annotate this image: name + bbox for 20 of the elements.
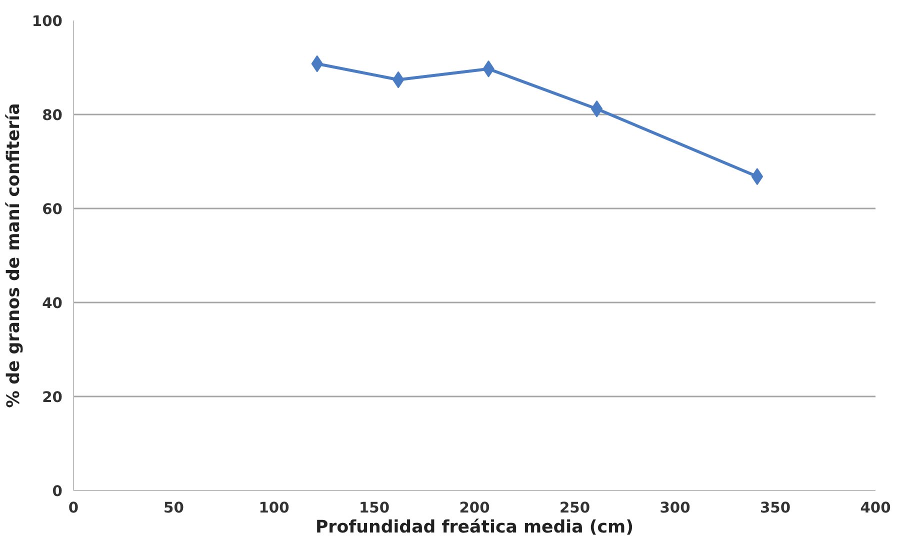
x-tick-label: 250 xyxy=(559,500,590,516)
y-tick-label: 60 xyxy=(42,201,63,218)
x-tick-label: 150 xyxy=(358,500,390,516)
x-tick-label: 100 xyxy=(258,500,290,516)
x-tick-label: 0 xyxy=(68,500,79,516)
y-tick-label: 100 xyxy=(32,13,62,30)
x-tick-label: 50 xyxy=(164,500,184,516)
point xyxy=(590,100,603,118)
y-tick-label: 20 xyxy=(42,389,63,406)
x-axis-title: Profundidad freática media (cm) xyxy=(315,518,634,538)
point xyxy=(751,168,764,186)
y-tick-label: 80 xyxy=(42,107,63,124)
point xyxy=(392,71,404,88)
x-tick-label: 300 xyxy=(660,500,690,516)
x-tick-label: 350 xyxy=(760,500,791,516)
x-tick-label: 200 xyxy=(459,500,490,516)
x-tick-label: 400 xyxy=(860,500,891,516)
y-axis-title: % de granos de maní confitería xyxy=(4,103,24,408)
y-tick-label: 40 xyxy=(42,295,63,312)
y-tick-label: 0 xyxy=(52,483,63,500)
